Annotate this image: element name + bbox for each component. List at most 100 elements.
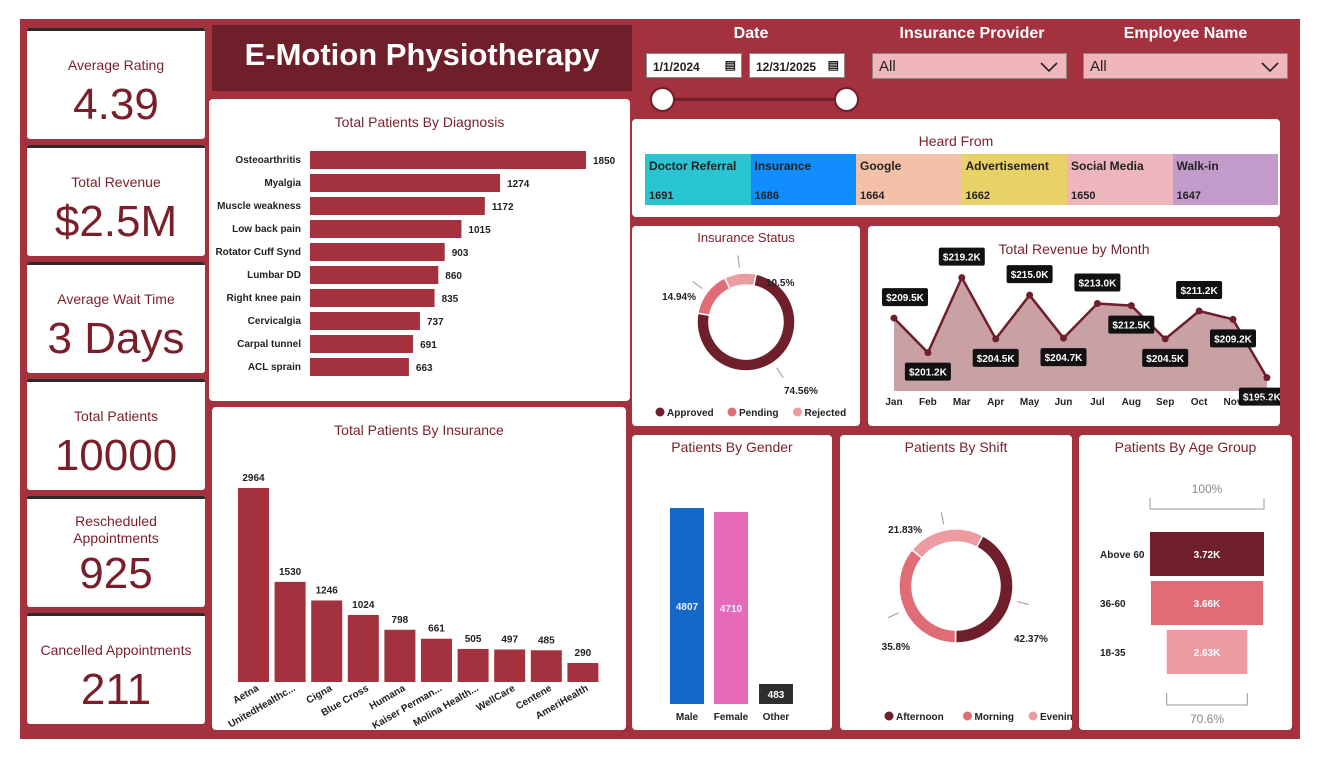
kpi-rescheduled-appointments: Rescheduled Appointments 925	[27, 496, 205, 607]
heard-from-tile-value: 1650	[1071, 190, 1096, 202]
insurance-value-label: 485	[538, 635, 555, 646]
heard-from-tile[interactable]: Google 1664	[856, 154, 962, 205]
heard-from-tile[interactable]: Social Media 1650	[1067, 154, 1173, 205]
chart-title: Patients By Gender	[671, 439, 793, 455]
diagnosis-category-label: Low back pain	[232, 224, 301, 235]
funnel-top-percent: 100%	[1192, 482, 1223, 496]
insurance-bar	[421, 638, 452, 682]
diagnosis-value-label: 663	[416, 363, 433, 374]
insurance-category-label: UnitedHealthc...	[227, 683, 298, 730]
diagnosis-category-label: Lumbar DD	[247, 270, 301, 281]
revenue-point	[1060, 334, 1067, 342]
heard-from-tile[interactable]: Insurance 1686	[750, 154, 856, 205]
diagnosis-bar	[310, 174, 501, 192]
chart-title: Insurance Status	[697, 230, 795, 245]
insurance-value-label: 290	[575, 648, 592, 659]
heard-from-tile[interactable]: Walk-in 1647	[1172, 154, 1278, 205]
heard-from-title: Heard From	[918, 133, 994, 149]
heard-from-tile[interactable]: Doctor Referral 1691	[645, 154, 751, 205]
kpi-value: 3 Days	[47, 314, 185, 363]
diagnosis-bar	[310, 197, 485, 215]
revenue-month-label: Jul	[1090, 397, 1105, 408]
insurance-dropdown[interactable]: All	[872, 53, 1067, 79]
kpi-label: Cancelled Appointments	[40, 642, 192, 658]
revenue-point	[1026, 291, 1034, 299]
heard-from-card: Heard From Doctor Referral 1691 Insurance 1…	[632, 119, 1280, 217]
revenue-data-label: $212.5K	[1112, 321, 1151, 332]
heard-from-tile-label: Social Media	[1071, 159, 1144, 173]
diagnosis-bar	[310, 220, 462, 238]
age-group-value-label: 2.63K	[1194, 648, 1221, 659]
revenue-point	[890, 314, 898, 322]
kpi-cancelled-appointments: Cancelled Appointments 211	[27, 613, 205, 724]
heard-from-tile[interactable]: Advertisement 1662	[961, 154, 1067, 205]
page-title: E-Motion Physiotherapy	[212, 25, 632, 91]
legend-label: Pending	[739, 408, 778, 419]
legend-label: Morning	[975, 712, 1014, 723]
age-group-bar	[1150, 581, 1264, 625]
chevron-down-icon	[1040, 62, 1058, 72]
revenue-data-label-box	[1210, 329, 1256, 348]
gender-bar	[759, 684, 793, 704]
age-group-value-label: 3.72K	[1194, 550, 1221, 561]
donut-leader-line	[940, 512, 945, 525]
revenue-data-label: $211.2K	[1180, 286, 1218, 297]
donut-leader-line	[1016, 601, 1029, 605]
legend-label: Rejected	[805, 408, 847, 419]
donut-leader-line	[692, 280, 703, 290]
heard-from-tile-label: Insurance	[754, 159, 812, 173]
insurance-chart-card: Total Patients By Insurance 2964 Aetna 153…	[212, 407, 626, 730]
kpi-label: Total Revenue	[71, 174, 161, 190]
revenue-data-label-box	[938, 247, 985, 266]
legend-marker	[884, 711, 894, 721]
kpi-total-patients: Total Patients 10000	[27, 379, 205, 490]
revenue-data-label-box	[882, 288, 928, 307]
donut-percent-label: 42.37%	[1014, 634, 1048, 645]
employee-dropdown[interactable]: All	[1083, 53, 1288, 79]
gender-bar	[670, 508, 704, 704]
gender-value-label: 483	[768, 690, 785, 701]
heard-from-tile-value: 1664	[860, 190, 885, 202]
insurance-value-label: 505	[465, 634, 482, 645]
date-slider-track[interactable]	[662, 98, 847, 101]
gender-chart-card: Patients By Gender 4807 Male 4710 Female 483…	[632, 435, 832, 730]
diagnosis-bar	[310, 358, 409, 376]
gender-category-label: Other	[763, 712, 790, 723]
heard-from-tile-value: 1686	[754, 190, 779, 202]
insurance-filter-label: Insurance Provider	[899, 25, 1045, 42]
kpi-average-wait-time: Average Wait Time 3 Days	[27, 262, 205, 373]
calendar-icon[interactable]: ▤	[827, 58, 839, 72]
kpi-total-revenue: Total Revenue $2.5M	[27, 145, 205, 256]
revenue-data-label-box	[1074, 273, 1121, 292]
shift-donut: 42.37% 35.8% 21.83% Afternoon Morning Evening	[882, 512, 1072, 723]
gender-value-label: 4807	[676, 602, 699, 613]
revenue-point	[924, 349, 932, 357]
kpi-label: Average Rating	[67, 57, 165, 73]
revenue-month-label: Oct	[1191, 397, 1208, 408]
revenue-data-label: $204.5K	[977, 354, 1016, 365]
heard-from-tile-value: 1662	[965, 190, 990, 202]
donut-slice	[723, 272, 758, 290]
revenue-point	[992, 335, 1000, 343]
age-group-category-label: 18-35	[1100, 648, 1126, 659]
date-end-input[interactable]: 12/31/2025 ▤	[749, 53, 845, 78]
revenue-point	[1093, 300, 1101, 307]
date-slider-start-handle[interactable]	[650, 87, 675, 112]
donut-percent-label: 21.83%	[888, 525, 922, 536]
diagnosis-category-label: Rotator Cuff Synd	[215, 247, 301, 258]
date-slider-end-handle[interactable]	[834, 87, 859, 112]
insurance-value-label: 1246	[316, 585, 339, 596]
kpi-value: 10000	[54, 431, 178, 480]
diagnosis-category-label: Right knee pain	[227, 293, 301, 304]
donut-percent-label: 14.94%	[662, 292, 696, 303]
revenue-point	[1127, 302, 1135, 310]
revenue-month-label: Mar	[953, 397, 971, 408]
diagnosis-value-label: 1172	[492, 202, 514, 213]
legend-label: Evening	[1040, 712, 1072, 723]
revenue-data-label-box	[1040, 348, 1087, 367]
date-start-input[interactable]: 1/1/2024 ▤	[646, 53, 742, 78]
calendar-icon[interactable]: ▤	[724, 58, 736, 72]
funnel-top-bracket	[1149, 498, 1265, 510]
revenue-data-label: $195.2K	[1243, 393, 1280, 404]
insurance-value-label: 1530	[279, 567, 302, 578]
